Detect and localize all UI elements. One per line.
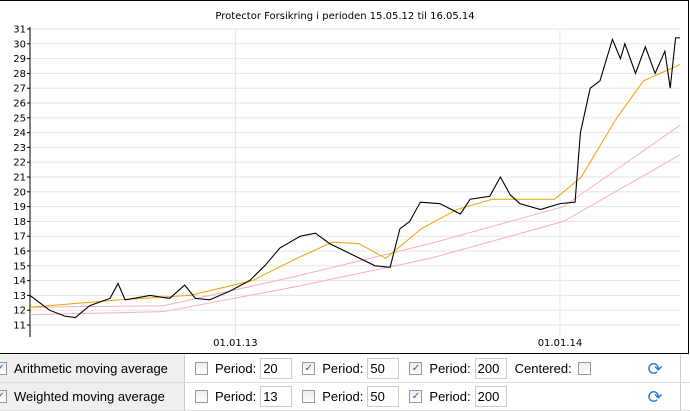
period-label: Period: — [429, 389, 471, 404]
y-tick-label: 12 — [13, 306, 26, 317]
y-tick-label: 24 — [13, 128, 26, 139]
y-tick-label: 22 — [13, 158, 26, 169]
wma-period3-input[interactable]: 200 — [474, 386, 507, 407]
y-tick-label: 30 — [13, 39, 26, 50]
y-tick-label: 14 — [13, 276, 26, 287]
refresh-icon[interactable]: ⟳ — [647, 386, 663, 407]
x-tick-label: 01.01.13 — [213, 338, 258, 349]
y-tick-label: 23 — [13, 143, 26, 154]
y-tick-label: 16 — [13, 247, 26, 258]
price-chart: Protector Forsikring i perioden 15.05.12… — [13, 11, 681, 349]
y-tick-label: 19 — [13, 202, 26, 213]
series-line-ma-50 — [29, 64, 681, 308]
period-label: Period: — [322, 389, 364, 404]
wma-period2-checkbox[interactable] — [302, 390, 316, 403]
y-tick-label: 13 — [13, 291, 26, 302]
period-label: Period: — [429, 361, 471, 376]
x-tick-label: 01.01.14 — [538, 338, 583, 349]
arithmetic-ma-label: Arithmetic moving average — [14, 361, 168, 376]
wma-period2-input[interactable]: 50 — [367, 386, 400, 407]
y-tick-label: 31 — [13, 25, 26, 36]
ama-period1-input[interactable]: 20 — [260, 358, 293, 379]
ama-period1-checkbox[interactable] — [195, 362, 208, 375]
y-tick-label: 15 — [13, 261, 26, 272]
chart-title: Protector Forsikring i perioden 15.05.12… — [215, 11, 474, 22]
period-label: Period: — [215, 389, 257, 404]
y-tick-label: 21 — [13, 173, 26, 184]
series-line-ma-200 — [29, 124, 681, 308]
y-tick-label: 25 — [13, 113, 26, 124]
refresh-icon[interactable]: ⟳ — [647, 358, 663, 379]
ama-period2-input[interactable]: 50 — [367, 358, 400, 379]
ama-period3-checkbox[interactable]: ✓ — [409, 362, 423, 375]
weighted-ma-label: Weighted moving average — [14, 389, 165, 404]
y-tick-label: 28 — [13, 69, 26, 80]
y-tick-label: 29 — [13, 54, 26, 65]
series-line-kurs — [29, 37, 680, 319]
chart-panel: Protector Forsikring i perioden 15.05.12… — [0, 0, 689, 354]
centered-label: Centered: — [514, 361, 572, 376]
series-line-wma-200 — [29, 154, 681, 316]
y-tick-label: 11 — [13, 321, 26, 332]
wma-period3-checkbox[interactable]: ✓ — [409, 390, 423, 403]
arithmetic-ma-checkbox[interactable]: ✓ — [0, 362, 7, 375]
y-tick-label: 27 — [13, 84, 26, 95]
wma-period1-checkbox[interactable] — [195, 390, 208, 403]
y-tick-label: 18 — [13, 217, 26, 228]
y-tick-label: 20 — [13, 187, 26, 198]
y-tick-label: 17 — [13, 232, 26, 243]
period-label: Period: — [322, 361, 364, 376]
centered-checkbox[interactable] — [577, 362, 591, 375]
wma-period1-input[interactable]: 13 — [260, 386, 293, 407]
arithmetic-ma-row: ✓ Arithmetic moving average Period: 20 ✓ Pe… — [0, 355, 690, 383]
y-tick-label: 26 — [13, 99, 26, 110]
ama-period3-input[interactable]: 200 — [474, 358, 507, 379]
weighted-ma-checkbox[interactable]: ✓ — [0, 390, 7, 403]
ama-period2-checkbox[interactable]: ✓ — [302, 362, 316, 375]
period-label: Period: — [215, 361, 257, 376]
